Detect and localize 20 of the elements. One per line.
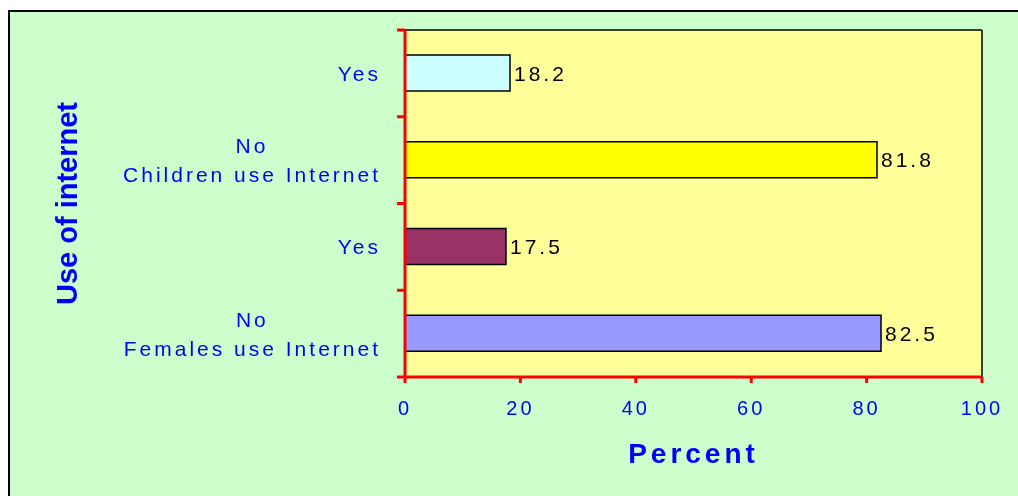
bar: [405, 54, 511, 92]
x-tick-label: 80: [852, 396, 881, 419]
x-tick-label: 60: [737, 396, 766, 419]
x-axis-title: Percent: [628, 438, 759, 469]
y-axis-title: Use of internet: [51, 101, 83, 306]
data-label: 81.8: [880, 148, 934, 172]
x-tick-label: 100: [960, 396, 1004, 419]
x-tick-label: 0: [397, 396, 413, 419]
bar: [405, 314, 882, 352]
data-label: 17.5: [509, 235, 563, 259]
x-tick-label: 20: [506, 396, 535, 419]
bar: [405, 141, 878, 179]
data-label: 18.2: [514, 61, 567, 85]
y-tick-label: Yes: [337, 235, 381, 259]
bar: [405, 227, 507, 266]
y-tick-label: No Females use Internet: [123, 307, 381, 360]
y-tick-label: No Children use Internet: [123, 134, 381, 187]
y-tick-label: Yes: [337, 61, 381, 85]
data-label: 82.5: [885, 321, 938, 345]
x-tick-label: 40: [621, 396, 650, 419]
